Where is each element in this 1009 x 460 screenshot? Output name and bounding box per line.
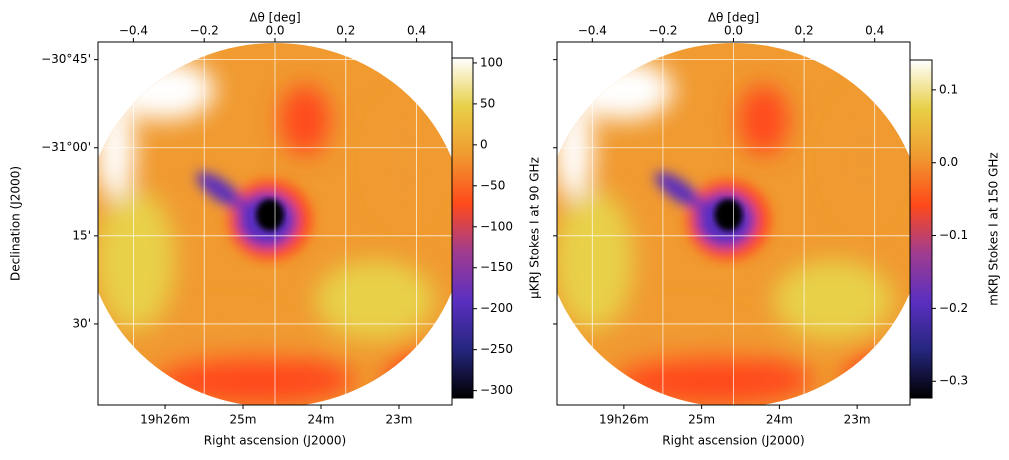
y-tick-label: −30°45' [41,52,91,66]
x-tick-label: 24m [308,413,335,427]
x-tick-label: 19h26m [140,413,190,427]
x-tick-label: 19h26m [599,413,649,427]
x-axis-label: Right ascension (J2000) [662,434,804,448]
map-region [833,100,894,220]
colorbar-tick-label: 0 [480,137,488,151]
x2-tick-label: −0.4 [578,24,607,38]
map-structure [98,60,452,405]
map [98,42,452,405]
x2-axis-label: Δθ [deg] [708,11,759,25]
x-tick-label: 24m [766,413,793,427]
y-tick-label: −31°00' [41,140,91,154]
map-region [557,100,594,200]
colorbar-tick-label: −0.1 [939,228,968,242]
map-region [557,190,634,330]
colorbar-tick-label: −300 [480,383,513,397]
map-region [613,355,814,405]
x2-tick-label: −0.2 [648,24,677,38]
colorbar-tick-label: 0.0 [939,155,958,169]
map [557,42,910,405]
colorbar-tick-label: −150 [480,260,513,274]
map-region [738,85,789,155]
y-axis-label: Declination (J2000) [9,166,23,281]
x2-tick-label: 0.4 [865,24,884,38]
colorbar [909,59,933,399]
core-arm [654,171,703,209]
core-arm [196,171,244,209]
y-tick-label: 15' [72,228,91,242]
x2-tick-label: −0.2 [190,24,219,38]
y-tick-label: 30' [72,316,91,330]
x-tick-label: 25m [688,413,715,427]
x2-tick-label: 0.0 [265,24,284,38]
core-center [256,199,284,231]
x2-tick-label: 0.2 [795,24,814,38]
x2-tick-label: 0.0 [724,24,743,38]
x-tick-label: 23m [385,413,412,427]
x-tick-label: 25m [230,413,257,427]
map-region [375,100,435,220]
map-region [98,190,175,330]
colorbar-tick-label: −50 [480,178,505,192]
x2-tick-label: −0.4 [119,24,148,38]
map-region [773,260,894,340]
colorbar-label: mKRJ Stokes I at 150 GHz [987,152,1001,305]
x-tick-label: 23m [844,413,871,427]
colorbar-tick-label: 100 [480,55,503,69]
map-region [115,60,215,120]
core-center [714,199,743,231]
colorbar-tick-label: −0.2 [939,301,968,315]
map-region [315,260,435,340]
map-region [98,100,135,200]
map-region [573,60,674,120]
colorbar [451,57,474,399]
map-field [557,43,910,405]
map-field [98,43,452,405]
x2-tick-label: 0.2 [336,24,355,38]
colorbar-tick-label: −200 [480,301,513,315]
colorbar-tick-label: −100 [480,219,513,233]
x2-tick-label: 0.4 [407,24,426,38]
colorbar-tick-label: −250 [480,342,513,356]
colorbar-tick-label: 50 [480,96,495,110]
x2-axis-label: Δθ [deg] [249,11,300,25]
colorbar-label: μKRJ Stokes I at 90 GHz [528,157,542,299]
colorbar-tick-label: −0.3 [939,374,968,388]
colorbar-tick-label: 0.1 [939,82,958,96]
x-axis-label: Right ascension (J2000) [204,434,346,448]
map-region [155,355,355,405]
map-region [280,85,330,155]
